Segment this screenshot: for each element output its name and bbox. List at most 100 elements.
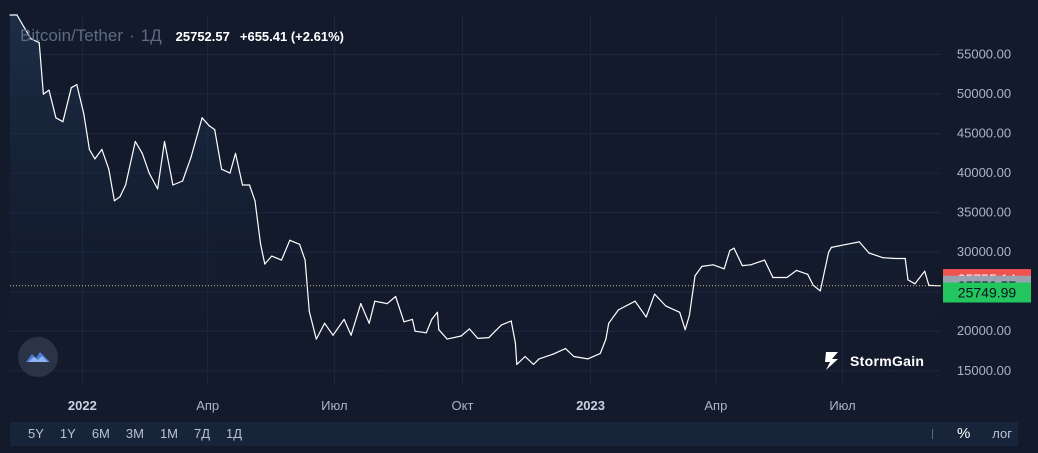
price-line-segment xyxy=(468,328,479,339)
price-line-segment xyxy=(436,311,440,331)
symbol-title[interactable]: Bitcoin/Tether xyxy=(20,26,123,45)
price-line-segment xyxy=(163,140,174,186)
log-scale-button[interactable]: лог xyxy=(992,426,1012,441)
price-line-segment xyxy=(368,300,376,324)
x-tick-label: Июл xyxy=(829,398,855,413)
range-1y-button[interactable]: 1Y xyxy=(59,426,76,441)
price-line-segment xyxy=(599,338,607,354)
lightning-logo-icon xyxy=(825,352,838,370)
y-tick-label: 30000.00 xyxy=(957,244,1011,259)
price-line-segment xyxy=(248,184,256,202)
price-line-segment xyxy=(182,156,192,182)
price-line-segment xyxy=(360,303,370,324)
x-axis: 2022 Апр Июл Окт 2023 Апр Июл xyxy=(68,398,856,413)
price-line-segment xyxy=(62,87,72,123)
x-tick-label: Июл xyxy=(321,398,347,413)
range-1m-button[interactable]: 1M xyxy=(159,426,178,441)
price-line-segment xyxy=(88,148,96,160)
price-line-segment xyxy=(30,38,40,44)
price-line-segment xyxy=(221,168,231,174)
price-line-segment xyxy=(308,310,317,340)
price-line-segment xyxy=(741,264,752,267)
price-line-segment xyxy=(688,275,696,316)
interval-label[interactable]: 1Д xyxy=(140,26,162,45)
price-line-segment xyxy=(819,251,830,292)
y-tick-label: 20000.00 xyxy=(957,323,1011,338)
x-tick-label: Апр xyxy=(196,398,219,413)
chart-header: Bitcoin/Tether · 1Д 25752.57 +655.41 (+2… xyxy=(20,26,344,52)
y-tick-label: 40000.00 xyxy=(957,165,1011,180)
price-line-segment xyxy=(208,125,216,131)
price-line-segment xyxy=(510,320,517,344)
price-line-segment xyxy=(299,243,306,261)
price-line-segment xyxy=(386,295,397,305)
range-3m-button[interactable]: 3M xyxy=(125,426,144,441)
price-line-segment xyxy=(446,335,462,340)
price-line-segment xyxy=(846,241,860,245)
price-line-segment xyxy=(148,172,159,190)
price-line-segment xyxy=(395,295,405,323)
y-tick-label: 45000.00 xyxy=(957,126,1011,141)
price-line-segment xyxy=(587,352,601,360)
price-line-segment xyxy=(101,148,110,170)
price-line-segment xyxy=(343,318,352,336)
y-tick-label: 50000.00 xyxy=(957,86,1011,101)
price-line-segment xyxy=(48,89,57,119)
price-line-segment xyxy=(514,342,518,365)
range-6m-button[interactable]: 6M xyxy=(91,426,110,441)
price-change: +655.41 (+2.61%) xyxy=(239,29,344,44)
price-line-segment xyxy=(260,243,266,265)
price-line-segment xyxy=(119,184,127,198)
price-line-segment xyxy=(645,293,656,318)
price-line-segment xyxy=(524,355,535,365)
price-line-segment xyxy=(679,311,686,331)
range-1d-button[interactable]: 1Д xyxy=(226,426,243,441)
price-line-segment xyxy=(712,264,725,270)
price-line-segment xyxy=(532,358,540,365)
range-toolbar: 5Y 1Y 6M 3M 1M 7Д 1Д % лог xyxy=(10,422,1018,446)
price-line-segment xyxy=(374,300,388,305)
price-line-segment xyxy=(201,117,210,127)
price-line-segment xyxy=(411,318,416,332)
price-line-segment xyxy=(882,257,897,260)
price-line-segment xyxy=(113,196,121,202)
price-line-segment xyxy=(350,303,362,336)
price-line-segment xyxy=(694,265,703,277)
range-5y-button[interactable]: 5Y xyxy=(28,426,44,441)
x-tick-label: 2023 xyxy=(576,398,605,413)
price-line-segment xyxy=(324,322,334,336)
price-line-segment xyxy=(904,257,909,281)
price-line-segment xyxy=(431,311,438,320)
price-line-segment xyxy=(425,318,433,334)
x-tick-label: Апр xyxy=(704,398,727,413)
price-line-segment xyxy=(229,152,237,174)
price-line-segment xyxy=(763,259,774,279)
price-line-segment xyxy=(414,330,427,334)
brand-watermark: StormGain xyxy=(822,350,924,372)
title-separator: · xyxy=(129,26,135,45)
price-line-segment xyxy=(108,168,116,202)
price-line-segment xyxy=(16,14,25,28)
price-line-segment xyxy=(684,314,691,331)
range-7d-button[interactable]: 7Д xyxy=(194,426,211,441)
percent-scale-button[interactable]: % xyxy=(956,425,971,442)
price-line-segment xyxy=(134,140,143,154)
price-line-segment xyxy=(190,117,203,158)
y-tick-label: 15000.00 xyxy=(957,363,1011,378)
price-line-segment xyxy=(460,328,470,337)
price-line-segment xyxy=(332,318,345,336)
scale-controls: % лог xyxy=(931,422,1018,446)
price-line-segment xyxy=(477,337,490,339)
price-line-segment xyxy=(70,83,78,89)
price-line-segment xyxy=(254,200,262,245)
price-line-segment xyxy=(564,348,575,358)
price-line-segment xyxy=(403,318,413,323)
storm-logo-icon[interactable] xyxy=(18,337,58,377)
price-line-segment xyxy=(812,284,821,292)
price-line-segment xyxy=(723,250,731,270)
price-line-segment xyxy=(827,246,833,253)
x-tick-label: 2022 xyxy=(68,398,97,413)
y-tick-label: 55000.00 xyxy=(957,47,1011,62)
